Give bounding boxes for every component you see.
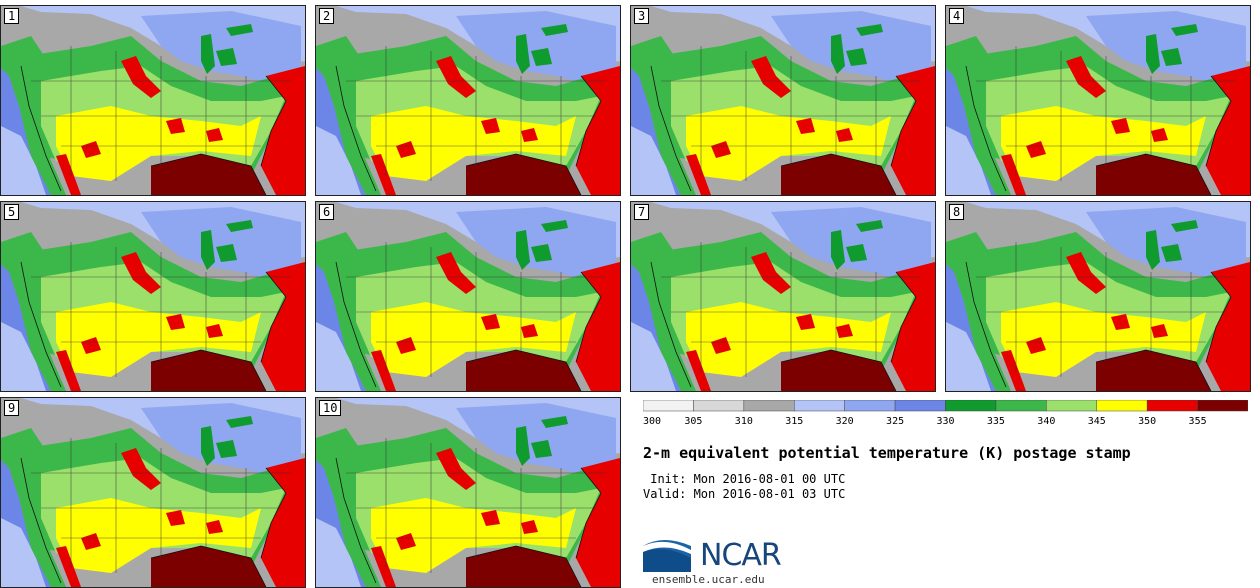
colorbar-swatch	[743, 400, 795, 412]
panel-number-label: 10	[319, 400, 342, 416]
valid-time: Valid: Mon 2016-08-01 03 UTC	[643, 487, 846, 501]
map-plot	[316, 6, 620, 195]
colorbar-tick-label: 335	[987, 416, 1005, 427]
panel-number-label: 1	[4, 8, 20, 24]
colorbar: 300 305 310 315 320 325 330 335 340 345 350 355	[643, 400, 1248, 427]
site-url: ensemble.ucar.edu	[652, 573, 765, 586]
map-panel: 3	[630, 5, 936, 196]
map-plot	[1, 398, 305, 587]
panel-number-label: 3	[634, 8, 650, 24]
colorbar-swatch	[844, 400, 896, 412]
panel-number-label: 5	[4, 204, 20, 220]
map-panel: 1	[0, 5, 306, 196]
panel-number-label: 7	[634, 204, 650, 220]
colorbar-tick-label: 350	[1138, 416, 1156, 427]
colorbar-swatch	[1096, 400, 1148, 412]
map-panel: 10	[315, 397, 621, 588]
colorbar-tick-label: 315	[785, 416, 803, 427]
panel-number-label: 8	[949, 204, 965, 220]
colorbar-tick-label: 325	[886, 416, 904, 427]
logo-text: NCAR	[700, 538, 782, 573]
colorbar-tick-label: 330	[936, 416, 954, 427]
map-plot	[946, 202, 1250, 391]
colorbar-swatch	[794, 400, 845, 412]
colorbar-swatch	[643, 400, 694, 412]
map-plot	[1, 202, 305, 391]
plot-title: 2-m equivalent potential temperature (K)…	[643, 444, 1131, 462]
colorbar-tick-label: 340	[1037, 416, 1055, 427]
panel-number-label: 9	[4, 400, 20, 416]
map-panel: 7	[630, 201, 936, 392]
colorbar-swatch	[945, 400, 997, 412]
panel-number-label: 4	[949, 8, 965, 24]
map-panel: 5	[0, 201, 306, 392]
map-plot	[1, 6, 305, 195]
colorbar-tick-label: 305	[684, 416, 702, 427]
map-plot	[316, 202, 620, 391]
map-plot	[946, 6, 1250, 195]
map-plot	[631, 202, 935, 391]
map-plot	[316, 398, 620, 587]
init-time: Init: Mon 2016-08-01 00 UTC	[643, 472, 846, 486]
colorbar-swatch	[1046, 400, 1098, 412]
map-panel: 4	[945, 5, 1251, 196]
colorbar-tick-label: 320	[836, 416, 854, 427]
colorbar-swatch	[693, 400, 745, 412]
colorbar-swatch	[1146, 400, 1198, 412]
map-panel: 2	[315, 5, 621, 196]
ncar-logo-icon	[643, 540, 691, 572]
map-panel: 9	[0, 397, 306, 588]
colorbar-tick-label: 345	[1088, 416, 1106, 427]
colorbar-swatch	[995, 400, 1047, 412]
colorbar-swatch	[894, 400, 946, 412]
colorbar-tick-label: 355	[1189, 416, 1207, 427]
colorbar-tick-label: 300	[643, 416, 661, 427]
map-panel: 6	[315, 201, 621, 392]
map-panel: 8	[945, 201, 1251, 392]
colorbar-tick-label: 310	[735, 416, 753, 427]
panel-number-label: 6	[319, 204, 335, 220]
panel-number-label: 2	[319, 8, 335, 24]
colorbar-swatch	[1197, 400, 1248, 412]
map-plot	[631, 6, 935, 195]
